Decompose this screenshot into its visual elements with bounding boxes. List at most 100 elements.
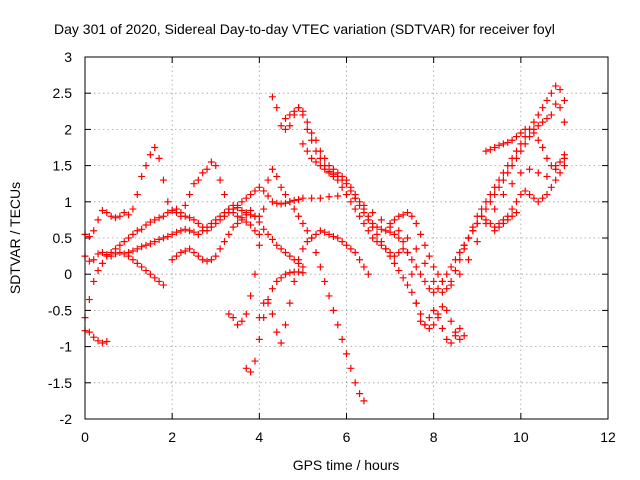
data-point xyxy=(290,277,298,285)
data-point xyxy=(412,245,420,253)
data-point xyxy=(299,194,307,202)
data-point xyxy=(164,209,172,217)
data-point xyxy=(421,241,429,249)
data-point xyxy=(386,220,394,228)
data-point xyxy=(438,303,446,311)
data-point xyxy=(203,257,211,265)
data-point xyxy=(107,212,115,220)
data-point xyxy=(168,256,176,264)
data-point xyxy=(512,198,520,206)
data-point xyxy=(194,252,202,260)
y-tick-labels: -2 -1.5 -1 -0.5 0 0.5 1 1.5 2 2.5 3 xyxy=(48,49,72,427)
y-tick-label: 0 xyxy=(64,266,72,282)
data-point xyxy=(373,230,381,238)
data-point xyxy=(142,241,150,249)
data-point xyxy=(177,248,185,256)
data-point xyxy=(356,256,364,264)
data-point xyxy=(377,225,385,233)
data-point xyxy=(408,256,416,264)
series-14 xyxy=(482,125,568,173)
x-tick-label: 12 xyxy=(600,429,616,445)
data-point xyxy=(207,256,215,264)
data-point xyxy=(334,192,342,200)
x-tick-label: 6 xyxy=(343,429,351,445)
data-point xyxy=(517,129,525,137)
data-point xyxy=(473,220,481,228)
data-point xyxy=(456,325,464,332)
data-point xyxy=(390,259,398,267)
data-point xyxy=(251,187,259,195)
data-point xyxy=(194,176,202,184)
data-point xyxy=(369,209,377,217)
data-point xyxy=(456,256,464,264)
data-point xyxy=(255,241,263,249)
data-point xyxy=(281,199,289,207)
data-point xyxy=(351,248,359,256)
data-point xyxy=(138,172,146,180)
data-points xyxy=(81,82,568,405)
data-point xyxy=(264,230,272,238)
data-point xyxy=(277,183,285,191)
data-point xyxy=(351,205,359,213)
data-point xyxy=(443,285,451,293)
data-point xyxy=(268,285,276,293)
data-point xyxy=(199,169,207,177)
data-point xyxy=(347,187,355,195)
data-point xyxy=(220,191,228,199)
data-point xyxy=(159,176,167,184)
data-point xyxy=(181,212,189,220)
data-point xyxy=(251,357,259,365)
data-point xyxy=(438,277,446,285)
data-point xyxy=(247,211,255,219)
data-point xyxy=(103,252,111,260)
data-point xyxy=(473,238,481,246)
data-point xyxy=(186,214,194,222)
data-point xyxy=(260,225,268,233)
data-point xyxy=(399,245,407,253)
data-point xyxy=(94,216,102,224)
data-point xyxy=(556,169,564,177)
data-point xyxy=(312,230,320,238)
data-point xyxy=(290,196,298,204)
data-point xyxy=(386,228,394,236)
data-point xyxy=(216,176,224,184)
data-point xyxy=(229,223,237,231)
data-point xyxy=(486,191,494,199)
data-point xyxy=(417,270,425,278)
data-point xyxy=(386,252,394,260)
y-tick-label: 1 xyxy=(64,194,72,210)
data-point xyxy=(138,243,146,251)
data-point xyxy=(517,140,525,148)
data-point xyxy=(447,317,455,325)
data-point xyxy=(526,191,534,199)
data-point xyxy=(186,227,194,235)
data-point xyxy=(190,248,198,256)
data-point xyxy=(255,230,263,238)
data-point xyxy=(351,194,359,202)
data-point xyxy=(251,227,259,235)
data-point xyxy=(242,364,250,372)
data-point xyxy=(434,285,442,293)
data-point xyxy=(434,310,442,318)
data-point xyxy=(556,158,564,166)
data-point xyxy=(229,314,237,322)
data-point xyxy=(377,238,385,246)
data-point xyxy=(408,212,416,220)
data-point xyxy=(543,96,551,104)
data-point xyxy=(343,350,350,358)
data-point xyxy=(451,267,459,275)
data-point xyxy=(247,191,255,199)
data-point xyxy=(290,107,298,115)
data-point xyxy=(425,285,433,293)
data-point xyxy=(281,321,289,329)
data-point xyxy=(286,198,294,206)
data-point xyxy=(447,263,455,271)
data-point xyxy=(334,321,342,329)
data-point xyxy=(560,162,568,170)
data-point xyxy=(238,198,246,206)
data-point xyxy=(343,180,350,188)
data-point xyxy=(173,252,181,260)
data-point xyxy=(225,310,233,318)
data-point xyxy=(499,220,507,228)
